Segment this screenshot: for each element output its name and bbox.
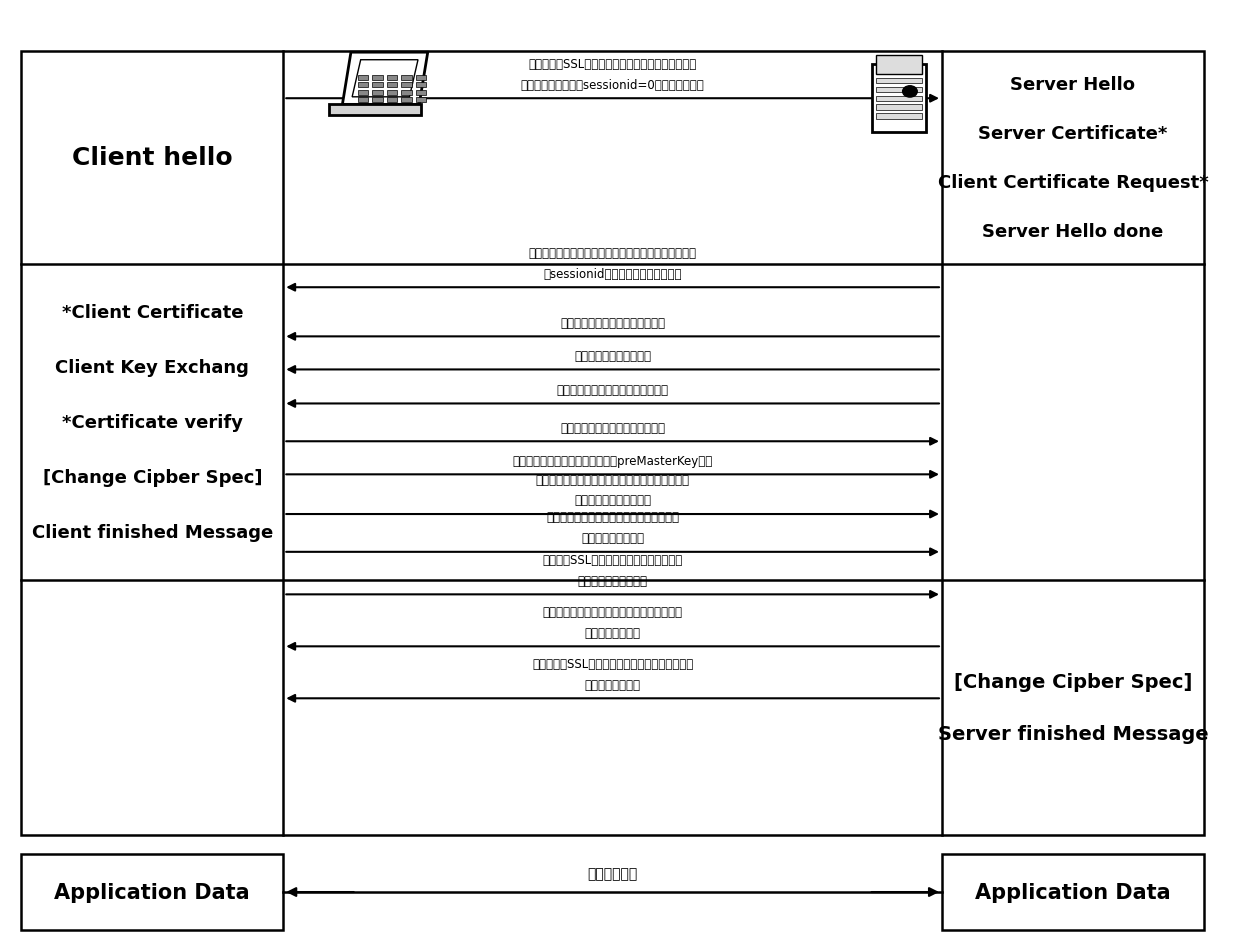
- Bar: [415, 83, 427, 88]
- Text: Client finished Message: Client finished Message: [32, 523, 273, 541]
- Text: 服务端通知客户端握手消息发送完成: 服务端通知客户端握手消息发送完成: [557, 383, 668, 396]
- Text: 客户端的SSL协商成功结束，发送握手验证: 客户端的SSL协商成功结束，发送握手验证: [543, 553, 683, 566]
- Bar: [402, 76, 412, 81]
- Text: 服务器端的SSL协商成功结束，发送握手验证报文: 服务器端的SSL协商成功结束，发送握手验证报文: [532, 657, 693, 670]
- Bar: [21, 854, 284, 930]
- Bar: [402, 91, 412, 95]
- Bar: [358, 91, 368, 95]
- Text: Application Data: Application Data: [975, 882, 1171, 902]
- Text: 客户端证书验证，让服务器验证发消息的客户端和: 客户端证书验证，让服务器验证发消息的客户端和: [536, 473, 689, 486]
- Bar: [875, 105, 923, 110]
- Bar: [875, 88, 923, 93]
- Text: Server Certificate*: Server Certificate*: [978, 125, 1168, 143]
- Text: [Change Cipber Spec]: [Change Cipber Spec]: [42, 468, 262, 486]
- Text: 确保消息的完整性: 确保消息的完整性: [584, 678, 641, 691]
- Bar: [387, 91, 397, 95]
- Bar: [372, 76, 382, 81]
- Bar: [875, 78, 923, 84]
- Text: Server Hello: Server Hello: [1011, 76, 1136, 93]
- Text: *Certificate verify: *Certificate verify: [62, 413, 243, 431]
- Text: 携带客户的SSL版本号，加密套件列表，压缩算法列: 携带客户的SSL版本号，加密套件列表，压缩算法列: [528, 58, 697, 71]
- Bar: [415, 91, 427, 95]
- Bar: [402, 83, 412, 88]
- Bar: [387, 76, 397, 81]
- Text: 服务器将自己的证书发送给客户端: 服务器将自己的证书发送给客户端: [560, 316, 665, 329]
- Text: 客户端证书的真实所有者: 客户端证书的真实所有者: [574, 494, 651, 507]
- Bar: [387, 83, 397, 88]
- Text: 报文确保消息的完整性: 报文确保消息的完整性: [578, 574, 647, 587]
- Text: [Change Cipber Spec]: [Change Cipber Spec]: [954, 672, 1192, 692]
- Circle shape: [903, 87, 918, 98]
- Bar: [875, 114, 923, 120]
- Text: Client Certificate Request*: Client Certificate Request*: [937, 174, 1208, 192]
- Polygon shape: [342, 53, 428, 106]
- Text: Server finished Message: Server finished Message: [937, 724, 1208, 744]
- Text: 改变加密约定消息，通知客户端，之后的消息: 改变加密约定消息，通知客户端，之后的消息: [543, 605, 683, 618]
- Bar: [358, 83, 368, 88]
- Bar: [875, 56, 923, 75]
- Text: 应用数据传送: 应用数据传送: [588, 867, 637, 881]
- Text: 开始启用加密参数: 开始启用加密参数: [584, 626, 641, 639]
- Text: 表，客户端随机数，sessionid=0，传送给服务器: 表，客户端随机数，sessionid=0，传送给服务器: [521, 78, 704, 92]
- Text: 服务器选择版本，确定要用的加密套件、压缩算法，计: 服务器选择版本，确定要用的加密套件、压缩算法，计: [528, 246, 697, 260]
- Bar: [372, 83, 382, 88]
- Bar: [873, 65, 926, 133]
- Text: 息开始启用加密参数: 息开始启用加密参数: [582, 531, 644, 545]
- Text: 服务端向客户端索要证书: 服务端向客户端索要证书: [574, 349, 651, 362]
- Text: 改变加密约定消息，通知服务器，之后的消: 改变加密约定消息，通知服务器，之后的消: [546, 511, 680, 524]
- Bar: [358, 98, 368, 103]
- Text: *Client Certificate: *Client Certificate: [62, 304, 243, 322]
- Text: 客户端向服务器端发送自己的证书: 客户端向服务器端发送自己的证书: [560, 421, 665, 434]
- Text: 算sessionid，以及随机数发给客户端: 算sessionid，以及随机数发给客户端: [543, 267, 682, 280]
- Bar: [21, 52, 1204, 835]
- Bar: [372, 98, 382, 103]
- Bar: [415, 76, 427, 81]
- Text: Server Hello done: Server Hello done: [982, 223, 1163, 241]
- Bar: [402, 98, 412, 103]
- Bar: [415, 98, 427, 103]
- Bar: [387, 98, 397, 103]
- Polygon shape: [352, 60, 418, 97]
- Bar: [329, 106, 420, 115]
- Bar: [875, 96, 923, 102]
- Bar: [372, 91, 382, 95]
- Bar: [942, 854, 1204, 930]
- Text: Client hello: Client hello: [72, 146, 233, 170]
- Bar: [358, 76, 368, 81]
- Text: Application Data: Application Data: [55, 882, 250, 902]
- Text: Client Key Exchang: Client Key Exchang: [56, 359, 249, 377]
- Text: 客户端密钥交换（产生预主密钥（preMasterKey））: 客户端密钥交换（产生预主密钥（preMasterKey））: [512, 454, 713, 467]
